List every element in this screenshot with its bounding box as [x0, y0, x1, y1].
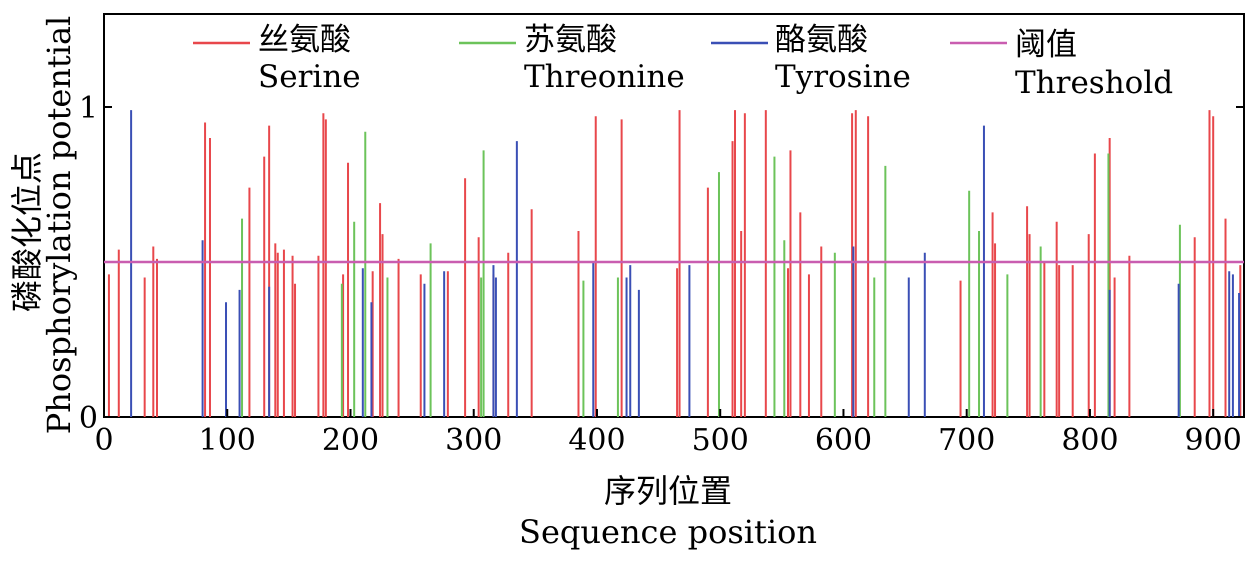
x-axis-title: 序列位置 Sequence position [519, 472, 817, 551]
legend-label-threonine-en: Threonine [524, 59, 685, 95]
y-axis-title: 磷酸化位点 Phosphorylation potential [8, 16, 78, 435]
legend-item-threonine: 苏氨酸 Threonine [459, 22, 685, 95]
x-tick-label: 100 [199, 423, 256, 458]
x-tick-label: 900 [1185, 423, 1242, 458]
y-axis-title-cn: 磷酸化位点 [8, 152, 46, 312]
x-tick-label: 0 [94, 423, 113, 458]
legend-item-tyrosine: 酪氨酸 Tyrosine [711, 22, 911, 95]
x-tick-label: 800 [1061, 423, 1118, 458]
x-tick-label: 200 [322, 423, 379, 458]
x-tick-label: 400 [568, 423, 625, 458]
ticks-layer: 0 100 200 300 400 500 600 700 800 900 0 1 [79, 91, 1244, 458]
legend-label-serine-en: Serine [258, 59, 361, 95]
legend-label-threonine-cn: 苏氨酸 [524, 22, 617, 58]
legend-label-tyrosine-en: Tyrosine [775, 59, 911, 95]
stems-layer [107, 110, 1242, 417]
x-tick-label: 300 [445, 423, 502, 458]
y-axis-title-en: Phosphorylation potential [40, 16, 78, 435]
x-axis-title-cn: 序列位置 [604, 472, 732, 510]
x-tick-label: 500 [692, 423, 749, 458]
legend-label-serine-cn: 丝氨酸 [258, 22, 351, 58]
legend-item-serine: 丝氨酸 Serine [193, 22, 361, 95]
y-tick-label: 0 [79, 401, 98, 436]
legend-item-threshold: 阈值 Threshold [950, 27, 1173, 101]
x-tick-label: 700 [938, 423, 995, 458]
x-tick-label: 600 [815, 423, 872, 458]
x-axis-title-en: Sequence position [519, 513, 817, 551]
legend-label-threshold-cn: 阈值 [1015, 27, 1077, 63]
plot-frame [103, 13, 1245, 418]
legend-label-tyrosine-cn: 酪氨酸 [775, 22, 868, 58]
y-tick-label: 1 [79, 91, 98, 126]
legend-label-threshold-en: Threshold [1015, 65, 1173, 101]
legend: 丝氨酸 Serine 苏氨酸 Threonine 酪氨酸 Tyrosine 阈值… [193, 22, 1173, 101]
